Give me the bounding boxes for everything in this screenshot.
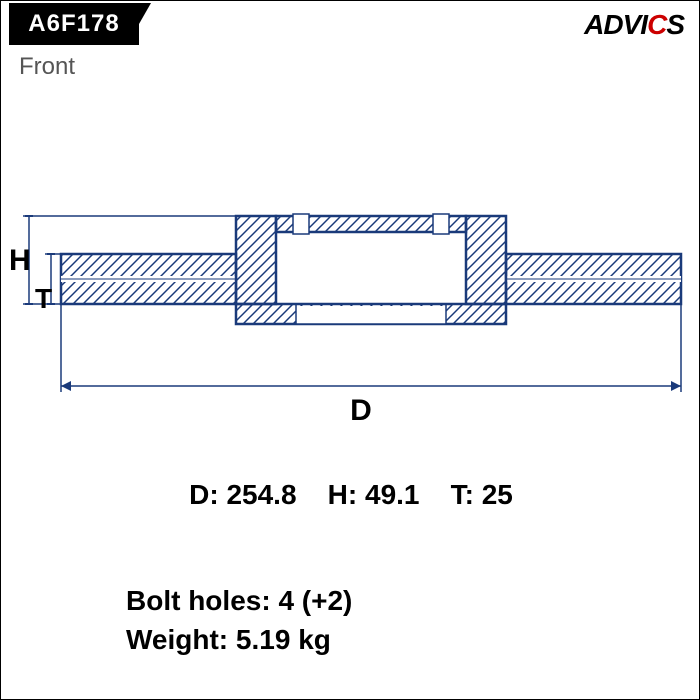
bolt-holes-label: Bolt holes:	[126, 585, 271, 616]
bolt-weight-block: Bolt holes: 4 (+2) Weight: 5.19 kg	[126, 581, 352, 659]
brand-suffix: S	[666, 9, 684, 40]
bolt-holes-line: Bolt holes: 4 (+2)	[126, 581, 352, 620]
t-label: T	[451, 479, 465, 510]
h-label: H	[328, 479, 348, 510]
part-number: A6F178	[28, 10, 119, 38]
h-value: 49.1	[365, 479, 420, 510]
position-label: Front	[19, 53, 75, 81]
dimension-spec-line: D: 254.8 H: 49.1 T: 25	[1, 479, 700, 511]
cross-section-diagram: HT D	[1, 86, 700, 446]
part-number-badge: A6F178	[9, 3, 139, 45]
bolt-holes-value: 4 (+2)	[278, 585, 352, 616]
d-value: 254.8	[226, 479, 296, 510]
page-frame: A6F178 ADVICS Front HTD D: 254.8 H: 49.1…	[0, 0, 700, 700]
weight-value: 5.19 kg	[236, 624, 331, 655]
svg-text:H: H	[9, 244, 31, 277]
d-label: D	[189, 479, 209, 510]
svg-text:T: T	[35, 283, 52, 314]
brand-prefix: ADVI	[584, 9, 647, 40]
t-value: 25	[482, 479, 513, 510]
brand-logo: ADVICS	[584, 9, 684, 41]
svg-text:D: D	[350, 394, 372, 427]
brand-red-letter: C	[647, 9, 666, 40]
weight-label: Weight:	[126, 624, 228, 655]
weight-line: Weight: 5.19 kg	[126, 620, 352, 659]
